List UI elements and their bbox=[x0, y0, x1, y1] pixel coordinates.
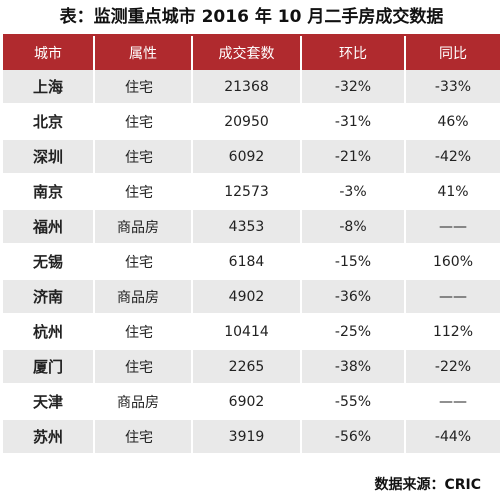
cell-mom: -31% bbox=[301, 104, 406, 140]
cell-attribute: 住宅 bbox=[94, 244, 193, 280]
header-yoy: 同比 bbox=[405, 36, 500, 70]
cell-attribute: 住宅 bbox=[94, 314, 193, 350]
table-row: 天津 商品房 6902 -55% —— bbox=[3, 384, 500, 420]
cell-city: 深圳 bbox=[3, 139, 95, 175]
cell-volume: 4902 bbox=[192, 279, 302, 315]
cell-volume: 6902 bbox=[192, 384, 302, 420]
table-row: 上海 住宅 21368 -32% -33% bbox=[3, 70, 500, 105]
table-title: 表：监测重点城市 2016 年 10 月二手房成交数据 bbox=[59, 7, 444, 27]
cell-city: 福州 bbox=[3, 209, 95, 245]
cell-mom: -25% bbox=[301, 314, 406, 350]
cell-attribute: 住宅 bbox=[94, 104, 193, 140]
cell-city: 天津 bbox=[3, 384, 95, 420]
cell-city: 杭州 bbox=[3, 314, 95, 350]
header-row: 城市 属性 成交套数 环比 同比 bbox=[3, 36, 500, 70]
cell-attribute: 商品房 bbox=[94, 279, 193, 315]
cell-mom: -56% bbox=[301, 419, 406, 455]
table-row: 深圳 住宅 6092 -21% -42% bbox=[3, 139, 500, 175]
cell-city: 济南 bbox=[3, 279, 95, 315]
table-row: 北京 住宅 20950 -31% 46% bbox=[3, 104, 500, 140]
header-rule bbox=[3, 34, 500, 36]
cell-mom: -8% bbox=[301, 209, 406, 245]
table-row: 无锡 住宅 6184 -15% 160% bbox=[3, 244, 500, 280]
cell-volume: 20950 bbox=[192, 104, 302, 140]
cell-mom: -3% bbox=[301, 174, 406, 210]
cell-yoy: 41% bbox=[405, 174, 500, 210]
cell-attribute: 商品房 bbox=[94, 209, 193, 245]
cell-yoy: —— bbox=[405, 384, 500, 420]
cell-mom: -36% bbox=[301, 279, 406, 315]
cell-yoy: 112% bbox=[405, 314, 500, 350]
cell-volume: 2265 bbox=[192, 349, 302, 385]
table-row: 南京 住宅 12573 -3% 41% bbox=[3, 174, 500, 210]
header-mom: 环比 bbox=[301, 36, 406, 70]
cell-mom: -15% bbox=[301, 244, 406, 280]
cell-attribute: 住宅 bbox=[94, 174, 193, 210]
cell-city: 北京 bbox=[3, 104, 95, 140]
table-row: 济南 商品房 4902 -36% —— bbox=[3, 279, 500, 315]
cell-attribute: 住宅 bbox=[94, 349, 193, 385]
cell-attribute: 商品房 bbox=[94, 384, 193, 420]
cell-volume: 6092 bbox=[192, 139, 302, 175]
cell-city: 厦门 bbox=[3, 349, 95, 385]
data-table: 城市 属性 成交套数 环比 同比 上海 住宅 21368 -32% -33% 北… bbox=[3, 36, 500, 455]
cell-volume: 21368 bbox=[192, 70, 302, 105]
table-row: 苏州 住宅 3919 -56% -44% bbox=[3, 419, 500, 455]
cell-yoy: —— bbox=[405, 209, 500, 245]
cell-yoy: 46% bbox=[405, 104, 500, 140]
cell-mom: -32% bbox=[301, 70, 406, 105]
cell-volume: 4353 bbox=[192, 209, 302, 245]
cell-mom: -55% bbox=[301, 384, 406, 420]
cell-volume: 10414 bbox=[192, 314, 302, 350]
header-city: 城市 bbox=[3, 36, 95, 70]
cell-yoy: -44% bbox=[405, 419, 500, 455]
cell-city: 无锡 bbox=[3, 244, 95, 280]
header-volume: 成交套数 bbox=[192, 36, 302, 70]
cell-yoy: 160% bbox=[405, 244, 500, 280]
cell-attribute: 住宅 bbox=[94, 139, 193, 175]
cell-yoy: -22% bbox=[405, 349, 500, 385]
cell-yoy: —— bbox=[405, 279, 500, 315]
cell-attribute: 住宅 bbox=[94, 70, 193, 105]
cell-mom: -38% bbox=[301, 349, 406, 385]
table-row: 福州 商品房 4353 -8% —— bbox=[3, 209, 500, 245]
cell-yoy: -42% bbox=[405, 139, 500, 175]
cell-city: 南京 bbox=[3, 174, 95, 210]
header-attribute: 属性 bbox=[94, 36, 193, 70]
cell-attribute: 住宅 bbox=[94, 419, 193, 455]
cell-city: 苏州 bbox=[3, 419, 95, 455]
cell-volume: 12573 bbox=[192, 174, 302, 210]
data-table-container: 城市 属性 成交套数 环比 同比 上海 住宅 21368 -32% -33% 北… bbox=[3, 36, 500, 455]
cell-city: 上海 bbox=[3, 70, 95, 105]
cell-mom: -21% bbox=[301, 139, 406, 175]
table-row: 厦门 住宅 2265 -38% -22% bbox=[3, 349, 500, 385]
cell-yoy: -33% bbox=[405, 70, 500, 105]
cell-volume: 6184 bbox=[192, 244, 302, 280]
cell-volume: 3919 bbox=[192, 419, 302, 455]
table-row: 杭州 住宅 10414 -25% 112% bbox=[3, 314, 500, 350]
data-source-note: 数据来源：CRIC bbox=[374, 477, 481, 493]
